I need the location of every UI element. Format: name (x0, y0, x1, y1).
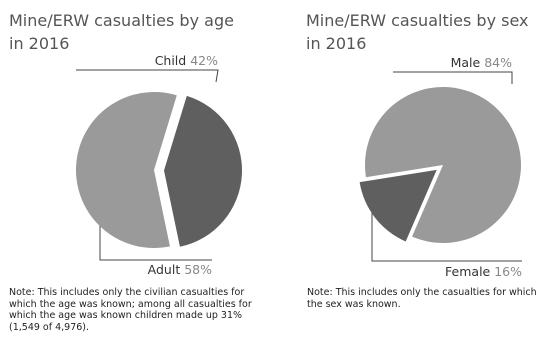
age-label-name-child: Child (155, 53, 191, 68)
age-label-value-child: 42% (190, 53, 218, 68)
sex-label-male: Male 84% (451, 55, 512, 70)
sex-label-value-female: 16% (494, 264, 522, 279)
age-leader-lines (76, 69, 219, 261)
sex-chart-title: Mine/ERW casualties by sex in 2016 (306, 9, 529, 55)
age-chart-note: Note: This includes only the civilian ca… (9, 287, 252, 333)
age-leader-child (76, 69, 219, 83)
age-slice-adult (75, 92, 177, 249)
age-title-line-2: in 2016 (9, 34, 70, 53)
sex-label-female: Female 16% (445, 264, 522, 279)
sex-leader-lines (371, 71, 522, 262)
sex-chart-note: Note: This includes only the casualties … (307, 287, 537, 310)
sex-label-name-female: Female (445, 264, 494, 279)
age-chart-panel: Child 42% Adult 58% Mine/ERW casualties b… (9, 9, 252, 333)
age-slice-child (163, 95, 242, 247)
sex-label-name-male: Male (451, 55, 485, 70)
age-title-line-1: Mine/ERW casualties by age (9, 11, 234, 30)
sex-slice-female (359, 169, 437, 242)
sex-pie-chart: Male 84% Female 16% (359, 55, 522, 279)
sex-leader-female (371, 212, 522, 262)
sex-title-line-2: in 2016 (306, 34, 367, 53)
sex-label-value-male: 84% (484, 55, 512, 70)
age-label-name-adult: Adult (148, 262, 185, 277)
age-chart-title: Mine/ERW casualties by age in 2016 (9, 9, 234, 55)
sex-chart-panel: Male 84% Female 16% Mine/ERW casualties b… (300, 0, 537, 338)
sex-title-line-1: Mine/ERW casualties by sex (306, 11, 529, 30)
sex-leader-male (393, 71, 513, 84)
age-label-adult: Adult 58% (148, 262, 212, 277)
sex-slice-male (364, 86, 521, 243)
age-leader-adult (99, 210, 212, 261)
age-label-child: Child 42% (155, 53, 218, 68)
age-pie-chart: Child 42% Adult 58% (75, 53, 242, 277)
age-label-value-adult: 58% (184, 262, 212, 277)
